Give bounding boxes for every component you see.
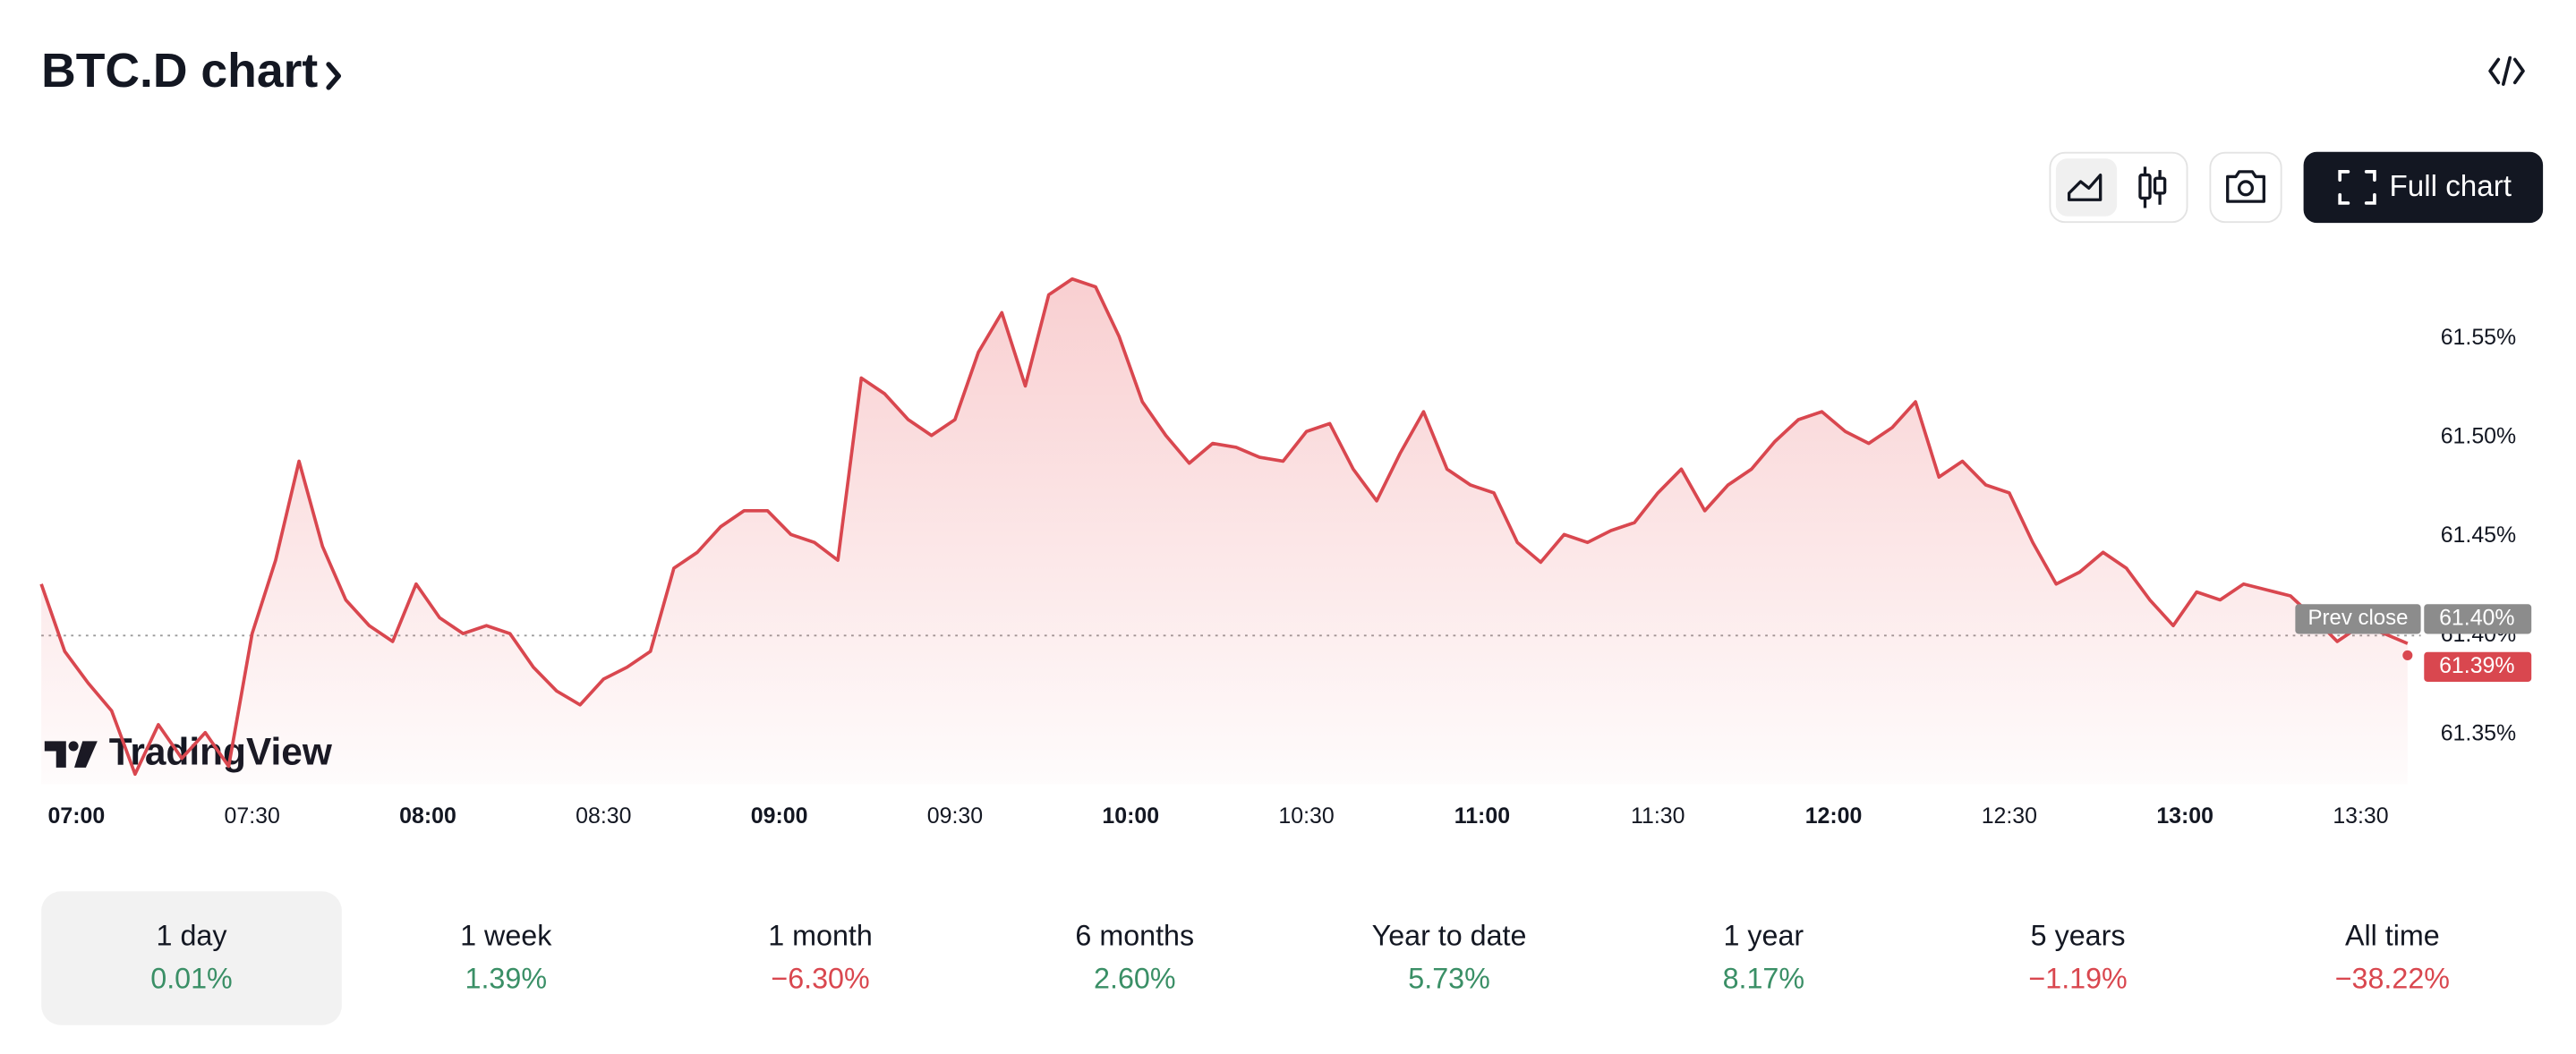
period-change: −6.30% xyxy=(771,962,869,994)
x-tick-label: 08:30 xyxy=(576,803,631,829)
period-tabs: 1 day 0.01% 1 week 1.39% 1 month −6.30% 6 mont… xyxy=(41,891,2543,1025)
prev-close-tag-label: Prev close xyxy=(2308,606,2409,630)
prev-close-tag xyxy=(2295,604,2421,634)
title[interactable]: BTC.D chart xyxy=(41,45,318,98)
y-tick-label: 61.35% xyxy=(2441,721,2516,746)
y-tick-label: 61.45% xyxy=(2441,523,2516,548)
period-label[interactable]: 5 years xyxy=(2031,919,2126,951)
x-tick-label: 07:00 xyxy=(48,803,106,829)
period-change: 5.73% xyxy=(1408,962,1490,994)
period-tab[interactable] xyxy=(2241,891,2543,1025)
period-change: 1.39% xyxy=(465,962,548,994)
x-tick-label: 07:30 xyxy=(225,803,280,829)
period-tab[interactable] xyxy=(984,891,1285,1025)
y-tick-label: 61.55% xyxy=(2441,325,2516,350)
plot: 61.35% 61.40% 61.45% 61.50% 61.55% 07:00 07:30… xyxy=(39,276,2532,829)
area-fill xyxy=(41,278,2408,785)
period-label[interactable]: 1 year xyxy=(1723,919,1804,951)
embed-button[interactable] xyxy=(2488,55,2525,86)
period-tab[interactable] xyxy=(1927,891,2229,1025)
period-label[interactable]: 1 week xyxy=(460,919,552,951)
x-tick-label: 08:00 xyxy=(399,803,456,829)
period-tab[interactable] xyxy=(1299,891,1599,1025)
full-chart-label[interactable]: Full chart xyxy=(2390,170,2512,203)
period-label[interactable]: Year to date xyxy=(1372,919,1527,951)
period-change: −1.19% xyxy=(2028,962,2127,994)
x-tick-label: 10:30 xyxy=(1278,803,1334,829)
last-dot xyxy=(2402,650,2413,660)
period-label[interactable]: 1 month xyxy=(768,919,873,951)
x-tick-label: 11:00 xyxy=(1454,803,1510,829)
snapshot-button[interactable] xyxy=(2209,151,2282,224)
last-value: 61.39% xyxy=(2439,653,2514,678)
period-change: 0.01% xyxy=(150,962,233,994)
period-change: −38.22% xyxy=(2335,962,2450,994)
prev-close-value-box xyxy=(2424,604,2532,634)
x-tick-label: 12:30 xyxy=(1982,803,2037,829)
full-chart-button[interactable] xyxy=(2303,151,2544,224)
x-tick-label: 12:00 xyxy=(1805,803,1863,829)
period-tab[interactable] xyxy=(41,891,342,1025)
period-change: 2.60% xyxy=(1094,962,1176,994)
last-value-box xyxy=(2424,651,2532,682)
period-change: 8.17% xyxy=(1723,962,1805,994)
title-chevron[interactable] xyxy=(326,62,341,90)
line-icon xyxy=(2067,173,2103,201)
period-tab[interactable] xyxy=(670,891,971,1025)
prev-close-value: 61.40% xyxy=(2439,605,2514,630)
period-tab[interactable] xyxy=(1613,891,1915,1025)
period-label[interactable]: 6 months xyxy=(1075,919,1194,951)
x-tick-label: 13:30 xyxy=(2333,803,2388,829)
camera-icon xyxy=(2226,170,2265,203)
x-tick-label: 09:30 xyxy=(927,803,983,829)
full-chart-icon xyxy=(2338,170,2376,205)
price-line xyxy=(39,276,2409,777)
x-tick-label: 11:30 xyxy=(1631,803,1685,829)
x-tick-label: 13:00 xyxy=(2156,803,2213,829)
period-tab[interactable] xyxy=(355,891,657,1025)
x-tick-label: 10:00 xyxy=(1102,803,1159,829)
period-label[interactable]: 1 day xyxy=(157,919,228,951)
candle-style-button[interactable] xyxy=(2138,166,2167,208)
y-tick-label: 61.50% xyxy=(2441,423,2516,448)
period-label[interactable]: All time xyxy=(2345,919,2440,951)
x-tick-label: 09:00 xyxy=(751,803,808,829)
